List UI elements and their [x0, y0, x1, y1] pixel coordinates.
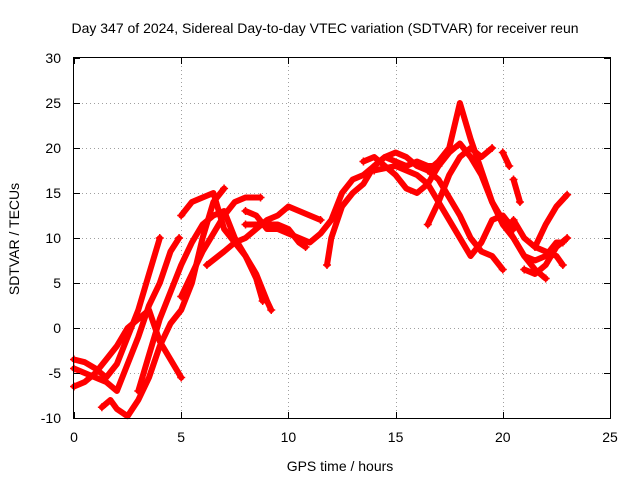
series-sat-6	[178, 194, 264, 300]
y-tick-label: 25	[45, 95, 61, 111]
series-sat-7	[178, 190, 266, 304]
x-tick-label: 10	[281, 429, 297, 445]
x-axis-label: GPS time / hours	[287, 458, 394, 474]
series-sat-17	[510, 176, 523, 205]
point-marker	[530, 243, 539, 251]
x-tick-label: 15	[388, 429, 404, 445]
y-tick-label: -10	[41, 410, 61, 426]
point-marker	[515, 198, 524, 206]
point-marker	[316, 216, 325, 224]
point-marker	[175, 234, 184, 242]
point-marker	[541, 274, 550, 283]
point-marker	[498, 148, 507, 157]
point-marker	[256, 193, 265, 202]
point-marker	[359, 157, 368, 166]
series-sat-8	[203, 203, 324, 268]
point-marker	[177, 292, 186, 301]
point-marker	[241, 207, 250, 215]
axis-ticks: 0 5 10 15 20 25 -10 -5 0 5 10 15 20 25 30	[41, 50, 618, 445]
point-marker	[322, 261, 331, 269]
data-series	[70, 100, 572, 420]
point-marker	[220, 184, 229, 193]
point-marker	[488, 144, 497, 152]
y-tick-label: -5	[49, 365, 62, 381]
point-marker	[177, 373, 186, 382]
x-tick-label: 0	[70, 429, 78, 445]
y-tick-label: 20	[45, 140, 61, 156]
series-sat-11	[324, 149, 506, 273]
point-marker	[155, 234, 164, 242]
x-tick-label: 20	[495, 429, 511, 445]
x-tick-label: 5	[177, 429, 185, 445]
series-sat-18	[510, 217, 566, 268]
plot-frame	[73, 57, 611, 419]
point-marker	[301, 243, 310, 251]
point-marker	[558, 261, 567, 269]
series-sat-16	[499, 149, 513, 169]
series-sat-20	[521, 235, 571, 277]
point-marker	[177, 211, 186, 220]
series-sat-1	[71, 235, 163, 381]
series-sat-3	[71, 307, 185, 390]
point-marker	[241, 220, 250, 229]
x-tick-label: 25	[602, 429, 618, 445]
point-marker	[563, 234, 572, 242]
point-marker	[563, 190, 572, 199]
point-marker	[520, 265, 529, 274]
y-tick-label: 30	[45, 50, 61, 66]
point-marker	[505, 162, 514, 170]
y-tick-label: 0	[53, 320, 61, 336]
y-tick-label: 5	[53, 275, 61, 291]
point-marker	[509, 175, 518, 184]
point-marker	[202, 261, 211, 269]
point-marker	[423, 166, 432, 175]
point-marker	[370, 166, 379, 175]
series-sat-4	[98, 185, 228, 420]
series-sat-9	[242, 154, 442, 246]
series-sat-14	[424, 100, 566, 264]
point-marker	[258, 297, 267, 305]
y-tick-label: 15	[45, 185, 61, 201]
y-axis-label: SDTVAR / TECUs	[6, 183, 22, 295]
point-marker	[509, 216, 518, 224]
point-marker	[97, 403, 106, 412]
series-sat-15	[424, 145, 496, 228]
point-marker	[134, 387, 143, 395]
series-sat-13	[371, 163, 517, 259]
point-marker	[498, 265, 507, 274]
series-sat-19	[532, 191, 571, 250]
y-tick-label: 10	[45, 230, 61, 246]
chart-title: Day 347 of 2024, Sidereal Day-to-day VTE…	[71, 20, 578, 36]
point-marker	[423, 220, 432, 229]
series-sat-10	[242, 221, 309, 250]
point-marker	[267, 306, 276, 314]
